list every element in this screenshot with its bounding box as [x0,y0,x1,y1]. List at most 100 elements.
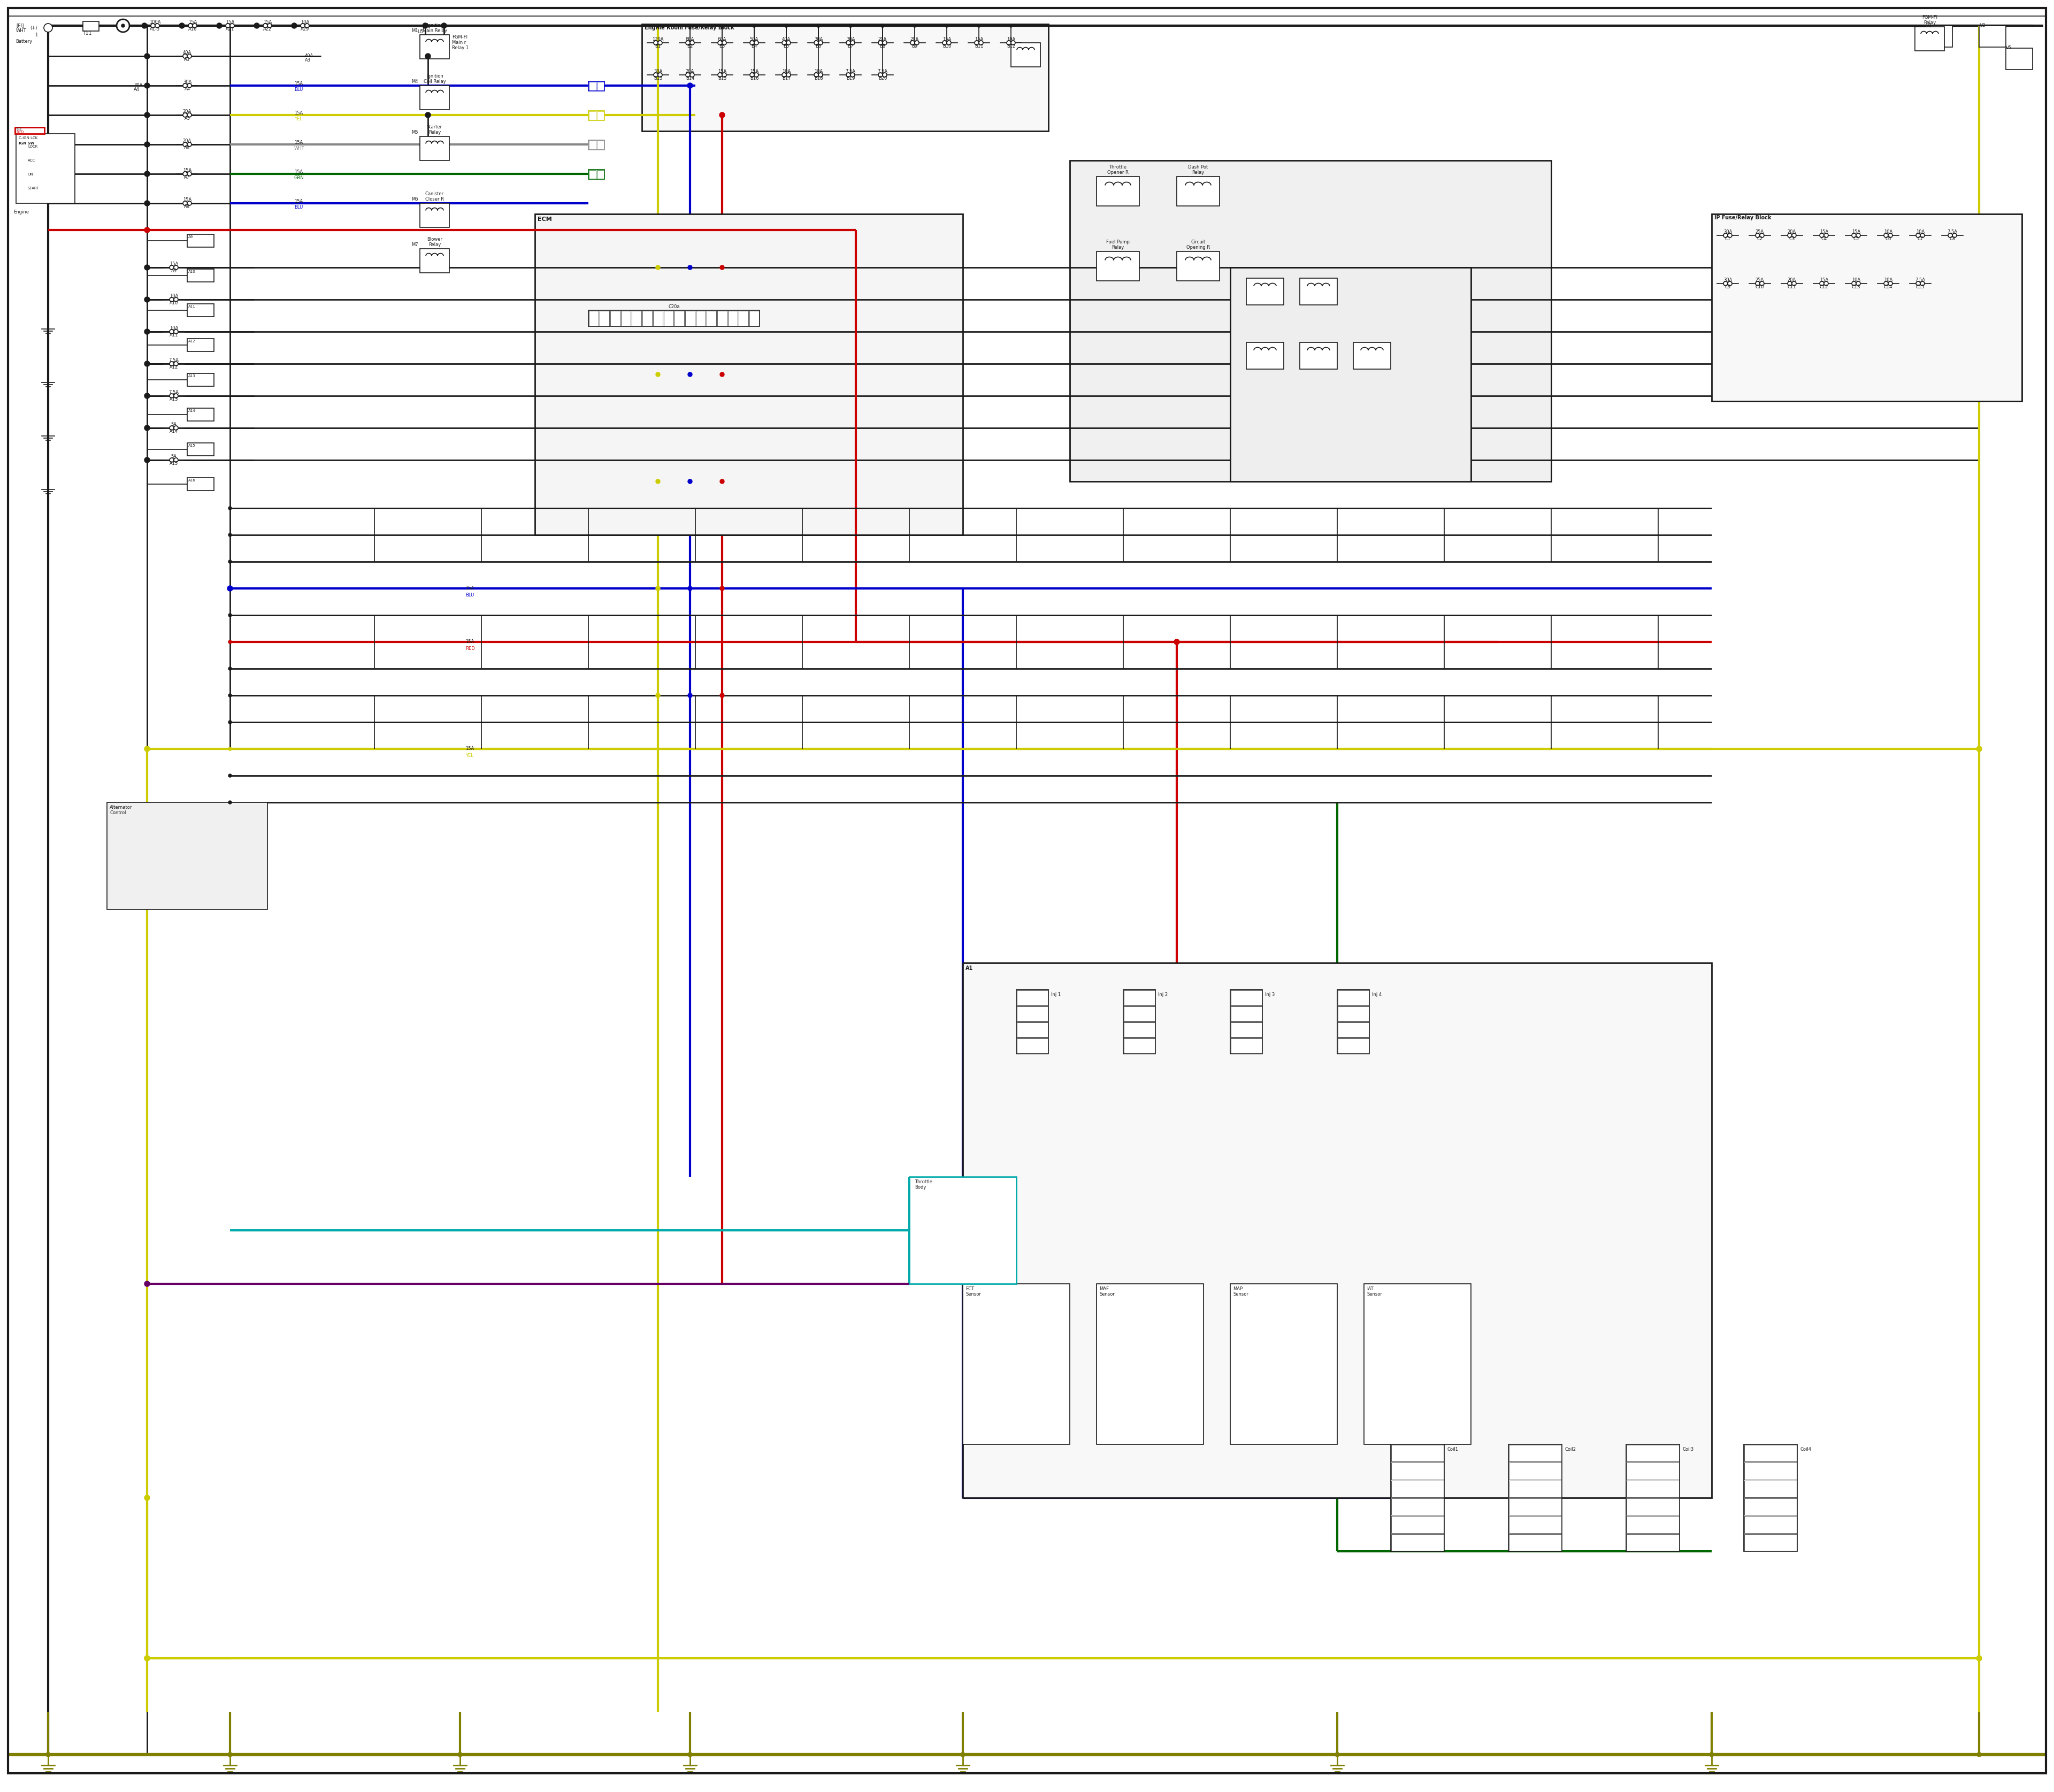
Text: 50A: 50A [750,38,758,41]
Circle shape [144,82,150,88]
Text: B13: B13 [653,75,661,81]
Text: A13: A13 [189,375,195,378]
Text: 10A: 10A [170,326,179,330]
Circle shape [193,23,197,29]
Circle shape [750,73,754,77]
Text: V5: V5 [2007,45,2011,50]
Circle shape [170,459,175,462]
Bar [589,82,596,90]
Bar [1337,1005,1368,1021]
Circle shape [1853,281,1857,285]
Text: B17: B17 [783,75,791,81]
Circle shape [1760,233,1764,238]
Circle shape [144,54,150,59]
Circle shape [850,41,854,45]
Circle shape [1009,23,1013,27]
Text: T1: T1 [82,30,88,36]
Circle shape [750,41,754,45]
Circle shape [175,330,179,333]
Circle shape [1756,233,1760,238]
Text: A10: A10 [189,271,195,274]
Circle shape [1920,233,1925,238]
Circle shape [144,142,150,147]
Bar [187,478,214,491]
Circle shape [690,73,694,77]
Text: [EI]: [EI] [16,23,25,29]
Text: Ignition
Main Relay: Ignition Main Relay [423,23,448,34]
Text: C8: C8 [1949,237,1955,242]
Circle shape [754,73,758,77]
Circle shape [144,1656,150,1661]
Text: A3: A3 [185,57,191,63]
Text: 10A: 10A [1884,229,1892,235]
Bar [1230,1283,1337,1444]
Bar [187,339,214,351]
Text: 15A: 15A [294,81,302,86]
Circle shape [690,41,694,45]
Circle shape [1976,745,1982,751]
Circle shape [657,41,661,45]
Circle shape [304,23,310,29]
Circle shape [717,73,723,77]
Text: M4: M4 [411,79,419,84]
Circle shape [170,426,175,430]
Bar [1230,1038,1261,1054]
Circle shape [255,23,259,29]
Circle shape [721,478,725,484]
Text: C7: C7 [1916,237,1923,242]
Text: 15A: 15A [294,170,302,174]
Text: 15A: 15A [189,20,197,25]
Text: 25A: 25A [1756,278,1764,283]
Circle shape [1976,1656,1982,1661]
Text: A16: A16 [189,478,195,482]
Circle shape [144,265,150,271]
Text: A1-5: A1-5 [150,27,160,32]
Circle shape [228,613,232,616]
Text: 30A: 30A [183,79,191,84]
Bar [107,803,267,909]
Text: C14: C14 [1884,285,1892,289]
Bar [1124,989,1154,1054]
Circle shape [721,586,725,591]
Circle shape [228,1753,232,1756]
Text: A4: A4 [185,86,191,91]
Circle shape [183,84,187,88]
Text: Coil3: Coil3 [1682,1446,1695,1452]
Text: 20A: 20A [183,138,191,143]
Circle shape [848,23,852,27]
Circle shape [1709,1753,1713,1756]
Circle shape [980,41,984,45]
Text: A11: A11 [170,333,179,337]
Text: 15A: 15A [183,197,191,202]
Circle shape [688,265,692,269]
Bar [1017,991,1048,1005]
Bar [1744,1498,1797,1514]
Circle shape [267,23,271,29]
Text: 10A: 10A [1884,278,1892,283]
Bar [82,22,99,30]
Text: 7.5A: 7.5A [877,70,887,73]
Circle shape [226,23,230,29]
Circle shape [146,426,148,430]
Bar [1744,1444,1797,1462]
Text: 40A: 40A [783,38,791,41]
Bar [187,373,214,387]
Text: Ignition
Coil Relay: Ignition Coil Relay [423,73,446,84]
Text: Engine: Engine [14,210,29,215]
Circle shape [144,457,150,462]
Circle shape [978,23,980,27]
Circle shape [752,23,756,27]
Bar [598,111,604,120]
Text: B14: B14 [686,75,694,81]
Text: Coil1: Coil1 [1446,1446,1458,1452]
Bar [1097,1283,1204,1444]
Bar [1744,1516,1797,1532]
Circle shape [187,142,191,147]
Circle shape [442,23,446,29]
Circle shape [146,362,148,366]
Circle shape [144,1495,150,1500]
Text: B12: B12 [1006,43,1015,48]
Bar [1510,1498,1561,1514]
Text: YEL: YEL [466,753,472,758]
Text: WHT: WHT [294,145,304,151]
